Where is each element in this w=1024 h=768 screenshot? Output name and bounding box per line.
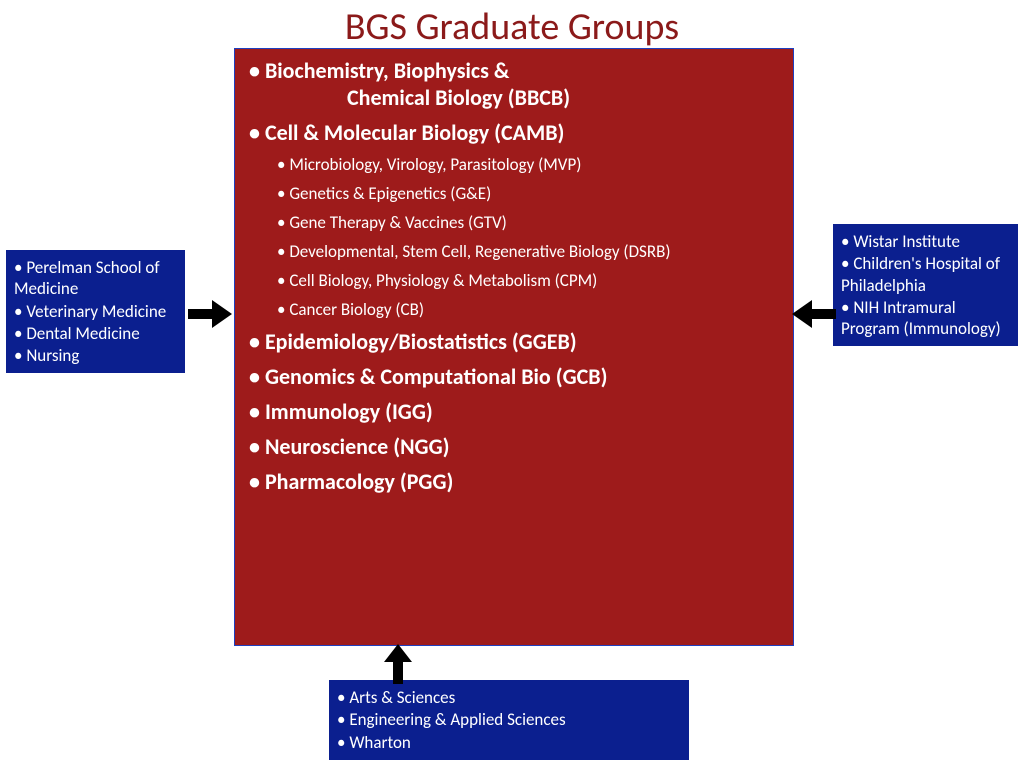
main-item-label: Immunology (IGG) xyxy=(265,398,433,425)
sub-item: • Genetics & Epigenetics (G&E) xyxy=(277,183,779,204)
side-item: • Children's Hospital of Philadelphia xyxy=(841,253,1010,296)
main-item-bbcb: • Biochemistry, Biophysics & Chemical Bi… xyxy=(249,57,779,111)
main-item-label: Pharmacology (PGG) xyxy=(265,468,453,495)
main-item-ggeb: • Epidemiology/Biostatistics (GGEB) xyxy=(249,328,779,355)
side-item: • Arts & Sciences xyxy=(337,687,681,708)
main-item-camb: • Cell & Molecular Biology (CAMB) xyxy=(249,119,779,146)
arrow-right-icon xyxy=(188,300,232,328)
left-schools-box: • Perelman School of Medicine • Veterina… xyxy=(6,250,185,373)
main-item-label: Epidemiology/Biostatistics (GGEB) xyxy=(265,328,577,355)
camb-sub-list: • Microbiology, Virology, Parasitology (… xyxy=(277,154,779,320)
side-item: • Wistar Institute xyxy=(841,231,1010,252)
main-item-ngg: • Neuroscience (NGG) xyxy=(249,433,779,460)
main-item-igg: • Immunology (IGG) xyxy=(249,398,779,425)
sub-item: • Gene Therapy & Vaccines (GTV) xyxy=(277,212,779,233)
side-item: • Dental Medicine xyxy=(14,323,177,344)
sub-item: • Cancer Biology (CB) xyxy=(277,299,779,320)
arrow-left-icon xyxy=(792,300,836,328)
sub-item: • Microbiology, Virology, Parasitology (… xyxy=(277,154,779,175)
main-item-pgg: • Pharmacology (PGG) xyxy=(249,468,779,495)
main-item-gcb: • Genomics & Computational Bio (GCB) xyxy=(249,363,779,390)
sub-item: • Cell Biology, Physiology & Metabolism … xyxy=(277,270,779,291)
side-item: • Engineering & Applied Sciences xyxy=(337,709,681,730)
main-item-label: Cell & Molecular Biology (CAMB) xyxy=(265,119,564,146)
sub-item: • Developmental, Stem Cell, Regenerative… xyxy=(277,241,779,262)
right-partners-box: • Wistar Institute • Children's Hospital… xyxy=(833,224,1018,346)
side-item: • Perelman School of Medicine xyxy=(14,257,177,300)
main-item-label-line2: Chemical Biology (BBCB) xyxy=(249,84,779,111)
side-item: • NIH Intramural Program (Immunology) xyxy=(841,297,1010,340)
page-title: BGS Graduate Groups xyxy=(0,4,1024,50)
arrow-up-icon xyxy=(384,644,412,684)
center-groups-box: • Biochemistry, Biophysics & Chemical Bi… xyxy=(234,48,794,646)
side-item: • Nursing xyxy=(14,345,177,366)
main-item-label: Genomics & Computational Bio (GCB) xyxy=(265,363,608,390)
bottom-schools-box: • Arts & Sciences • Engineering & Applie… xyxy=(329,680,689,760)
side-item: • Wharton xyxy=(337,732,681,753)
main-item-label: Biochemistry, Biophysics & xyxy=(265,57,509,84)
side-item: • Veterinary Medicine xyxy=(14,301,177,322)
main-item-label: Neuroscience (NGG) xyxy=(265,433,450,460)
